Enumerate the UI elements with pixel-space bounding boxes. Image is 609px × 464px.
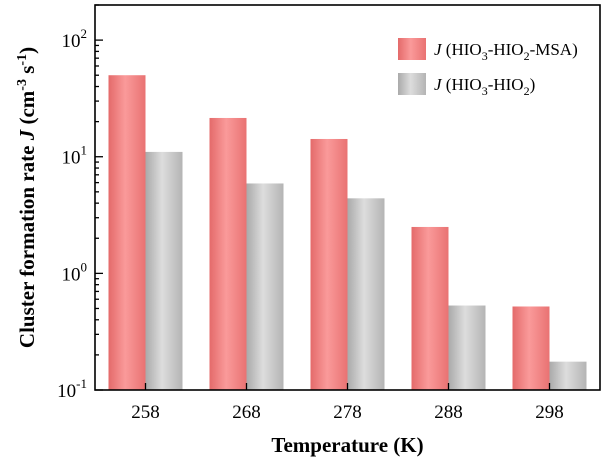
y-tick-label: 101 (62, 143, 88, 169)
bar-msa-298 (512, 306, 550, 390)
legend-swatch (398, 73, 426, 95)
bar-msa-268 (209, 117, 247, 390)
legend: J (HIO3-HIO2-MSA) J (HIO3-HIO2) (398, 38, 578, 98)
bars-layer (108, 75, 587, 390)
bar-no-msa-288 (448, 305, 486, 390)
y-tick-label: 100 (62, 259, 88, 285)
bar-msa-288 (411, 226, 449, 390)
x-axis-title: Temperature (K) (271, 433, 423, 457)
x-tick-label: 258 (131, 402, 160, 423)
bar-no-msa-268 (246, 183, 284, 390)
bar-no-msa-278 (347, 198, 385, 390)
legend-label: J (HIO3-HIO2) (434, 75, 535, 98)
bar-no-msa-258 (145, 151, 183, 390)
x-tick-label: 268 (232, 402, 261, 423)
x-tick-label: 298 (535, 402, 564, 423)
bar-msa-278 (310, 138, 348, 390)
y-tick-label: 10-1 (57, 376, 87, 402)
legend-label: J (HIO3-HIO2-MSA) (434, 40, 578, 63)
bar-no-msa-298 (549, 361, 587, 390)
bar-msa-258 (108, 75, 146, 390)
y-tick-label: 102 (62, 26, 88, 52)
legend-item-no-msa: J (HIO3-HIO2) (398, 73, 535, 98)
legend-swatch (398, 38, 426, 60)
y-axis-title: Cluster formation rate J (cm-3 s-1) (15, 47, 39, 348)
x-tick-label: 278 (333, 402, 362, 423)
legend-item-msa: J (HIO3-HIO2-MSA) (398, 38, 578, 63)
x-tick-label: 288 (434, 402, 463, 423)
axes-layer: 10-1 100 101 102 258 268 278 288 298 Temperature … (15, 4, 601, 457)
